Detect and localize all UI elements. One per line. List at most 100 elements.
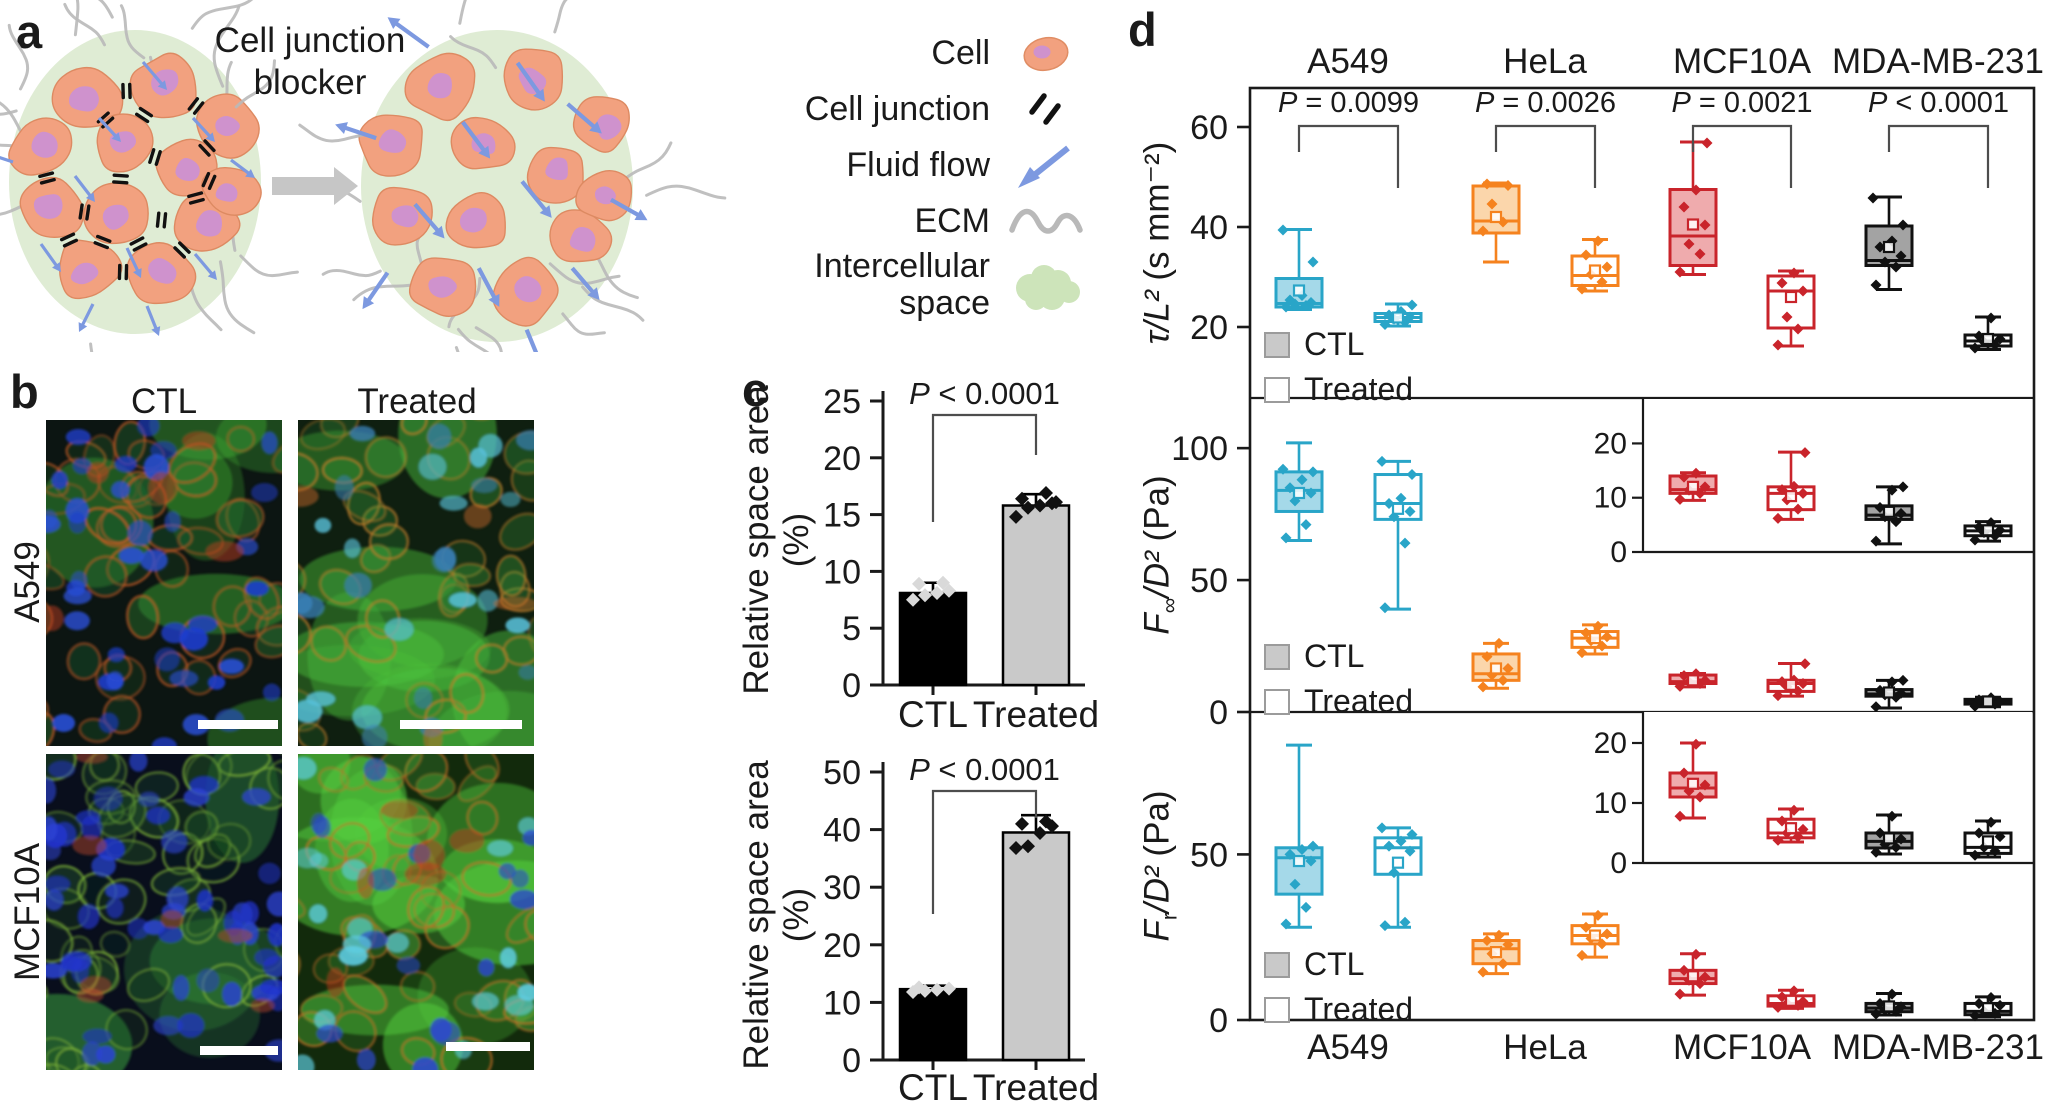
scale-bar <box>446 1042 530 1051</box>
microscopy-image-a549-treated <box>298 420 534 746</box>
svg-text:CTL: CTL <box>898 1067 968 1108</box>
svg-text:20: 20 <box>1190 309 1228 347</box>
svg-text:P < 0.0001: P < 0.0001 <box>1868 87 2009 119</box>
legend-treated-label: Treated <box>1304 683 1414 719</box>
svg-text:20: 20 <box>1594 427 1627 460</box>
legend-item-ecm: ECM <box>734 194 1086 250</box>
treated-swatch <box>1264 376 1290 403</box>
scale-bar <box>400 720 522 729</box>
box-MDA-MB-231-CTL <box>1864 988 1914 1020</box>
fluid-flow-arrow-icon <box>1018 145 1070 188</box>
d-xlabel-mda: MDA-MB-231 <box>1832 1028 2044 1067</box>
svg-text:P < 0.0001: P < 0.0001 <box>909 376 1060 411</box>
legend-ctl-label: CTL <box>1304 638 1365 674</box>
svg-text:30: 30 <box>823 869 861 907</box>
legend-item-cell: Cell <box>734 26 1086 82</box>
legend-item-cell-junction: Cell junction <box>734 82 1086 138</box>
boxplot-row-3: 0 50 <box>1190 743 2013 1040</box>
box-MCF10A-CTL <box>1668 668 1718 692</box>
boxplot-row-1: 20 40 60 P = 0.0099 P = 0.0026 P = 0.0021 P < … <box>1190 87 2013 354</box>
svg-text:P = 0.0021: P = 0.0021 <box>1671 87 1812 119</box>
scale-bar <box>200 1046 278 1055</box>
legend-ctl-label: CTL <box>1304 326 1365 362</box>
ctl-swatch <box>1264 951 1290 978</box>
boxplot-grid: 20 40 60 P = 0.0099 P = 0.0026 P = 0.0021 P < … <box>1171 86 2036 1040</box>
legend-ctl-label: CTL <box>1304 946 1365 982</box>
svg-text:20: 20 <box>1594 727 1627 760</box>
box-A549-Treated <box>1373 299 1423 330</box>
box-MCF10A-CTL <box>1668 948 1718 1000</box>
legend-treated-label: Treated <box>1304 371 1414 407</box>
box-MCF10A-Treated <box>1766 985 1816 1013</box>
svg-text:20: 20 <box>823 440 861 478</box>
cell-junction-icon <box>1029 93 1061 125</box>
blocker-label-line1: Cell junction <box>214 21 406 60</box>
panel-b-row-label-mcf10a: MCF10A <box>8 842 47 982</box>
legend-treated-label: Treated <box>1304 991 1414 1027</box>
blocker-label-line2: blocker <box>253 63 367 102</box>
box-MDA-MB-231-Treated <box>1963 991 2013 1022</box>
box-MCF10A-Treated <box>1766 658 1816 702</box>
svg-text:Treated: Treated <box>973 694 1099 735</box>
cell-junction-diagram <box>0 0 727 352</box>
svg-text:60: 60 <box>1190 109 1228 147</box>
legend-label: Fluid flow <box>846 146 990 185</box>
svg-text:CTL: CTL <box>898 694 968 735</box>
box-HeLa-CTL <box>1471 637 1521 693</box>
panel-b-label: b <box>10 365 39 418</box>
box-MDA-MB-231-CTL <box>1864 674 1914 713</box>
legend-label: Intercellular space <box>814 247 990 323</box>
microscopy-image-mcf10a-ctl <box>46 754 282 1070</box>
cell-icon <box>1023 36 1069 72</box>
svg-text:P = 0.0026: P = 0.0026 <box>1475 87 1616 119</box>
svg-text:0: 0 <box>842 1042 861 1080</box>
svg-text:40: 40 <box>823 812 861 850</box>
cell-cluster-before <box>0 0 299 352</box>
scale-bar <box>198 720 278 729</box>
panel-a-legend: Cell Cell junction Fluid flow ECM <box>700 0 1120 352</box>
box-MCF10A-CTL <box>1668 137 1718 278</box>
transition-arrow <box>272 167 358 205</box>
ctl-swatch <box>1264 331 1290 358</box>
inset-row-3: 0 10 20 <box>1594 712 2034 880</box>
treated-swatch <box>1264 688 1290 715</box>
cell-cluster-after <box>276 0 727 352</box>
microscopy-image-a549-ctl <box>46 420 282 746</box>
box-MDA-MB-231-Treated <box>1963 312 2013 354</box>
box-HeLa-CTL <box>1471 929 1521 978</box>
svg-text:0: 0 <box>842 667 861 705</box>
d-header-mcf10a: MCF10A <box>1672 42 1812 81</box>
svg-text:25: 25 <box>823 383 861 421</box>
svg-text:P < 0.0001: P < 0.0001 <box>909 752 1060 787</box>
svg-text:100: 100 <box>1171 430 1228 468</box>
svg-text:10: 10 <box>823 553 861 591</box>
box-A549-CTL <box>1274 441 1324 544</box>
d-xlabel-a549: A549 <box>1307 1028 1389 1067</box>
box-A549-CTL <box>1274 224 1324 313</box>
svg-text:0: 0 <box>1209 1002 1228 1040</box>
legend-item-fluid-flow: Fluid flow <box>734 138 1086 194</box>
svg-text:P = 0.0099: P = 0.0099 <box>1278 87 1419 119</box>
treated-swatch <box>1264 996 1290 1023</box>
panel-c-label: c <box>742 363 769 416</box>
svg-text:50: 50 <box>823 754 861 792</box>
svg-text:Treated: Treated <box>973 1067 1099 1108</box>
svg-text:0: 0 <box>1610 536 1627 569</box>
legend-label: Cell junction <box>804 90 990 129</box>
svg-text:5: 5 <box>842 610 861 648</box>
d-row2-legend: CTL Treated <box>1264 638 1413 720</box>
box-HeLa-Treated <box>1570 620 1620 659</box>
microscopy-image-mcf10a-treated <box>298 754 534 1070</box>
panel-b-header-treated: Treated <box>357 382 477 421</box>
svg-text:50: 50 <box>1190 836 1228 874</box>
box-A549-CTL <box>1274 743 1324 930</box>
svg-text:0: 0 <box>1610 847 1627 880</box>
legend-label: ECM <box>914 202 990 241</box>
d-row3-legend: CTL Treated <box>1264 946 1413 1028</box>
legend-label: Cell <box>931 34 990 73</box>
box-A549-Treated <box>1373 455 1423 614</box>
inset-row-2: 0 10 20 <box>1594 399 2034 569</box>
